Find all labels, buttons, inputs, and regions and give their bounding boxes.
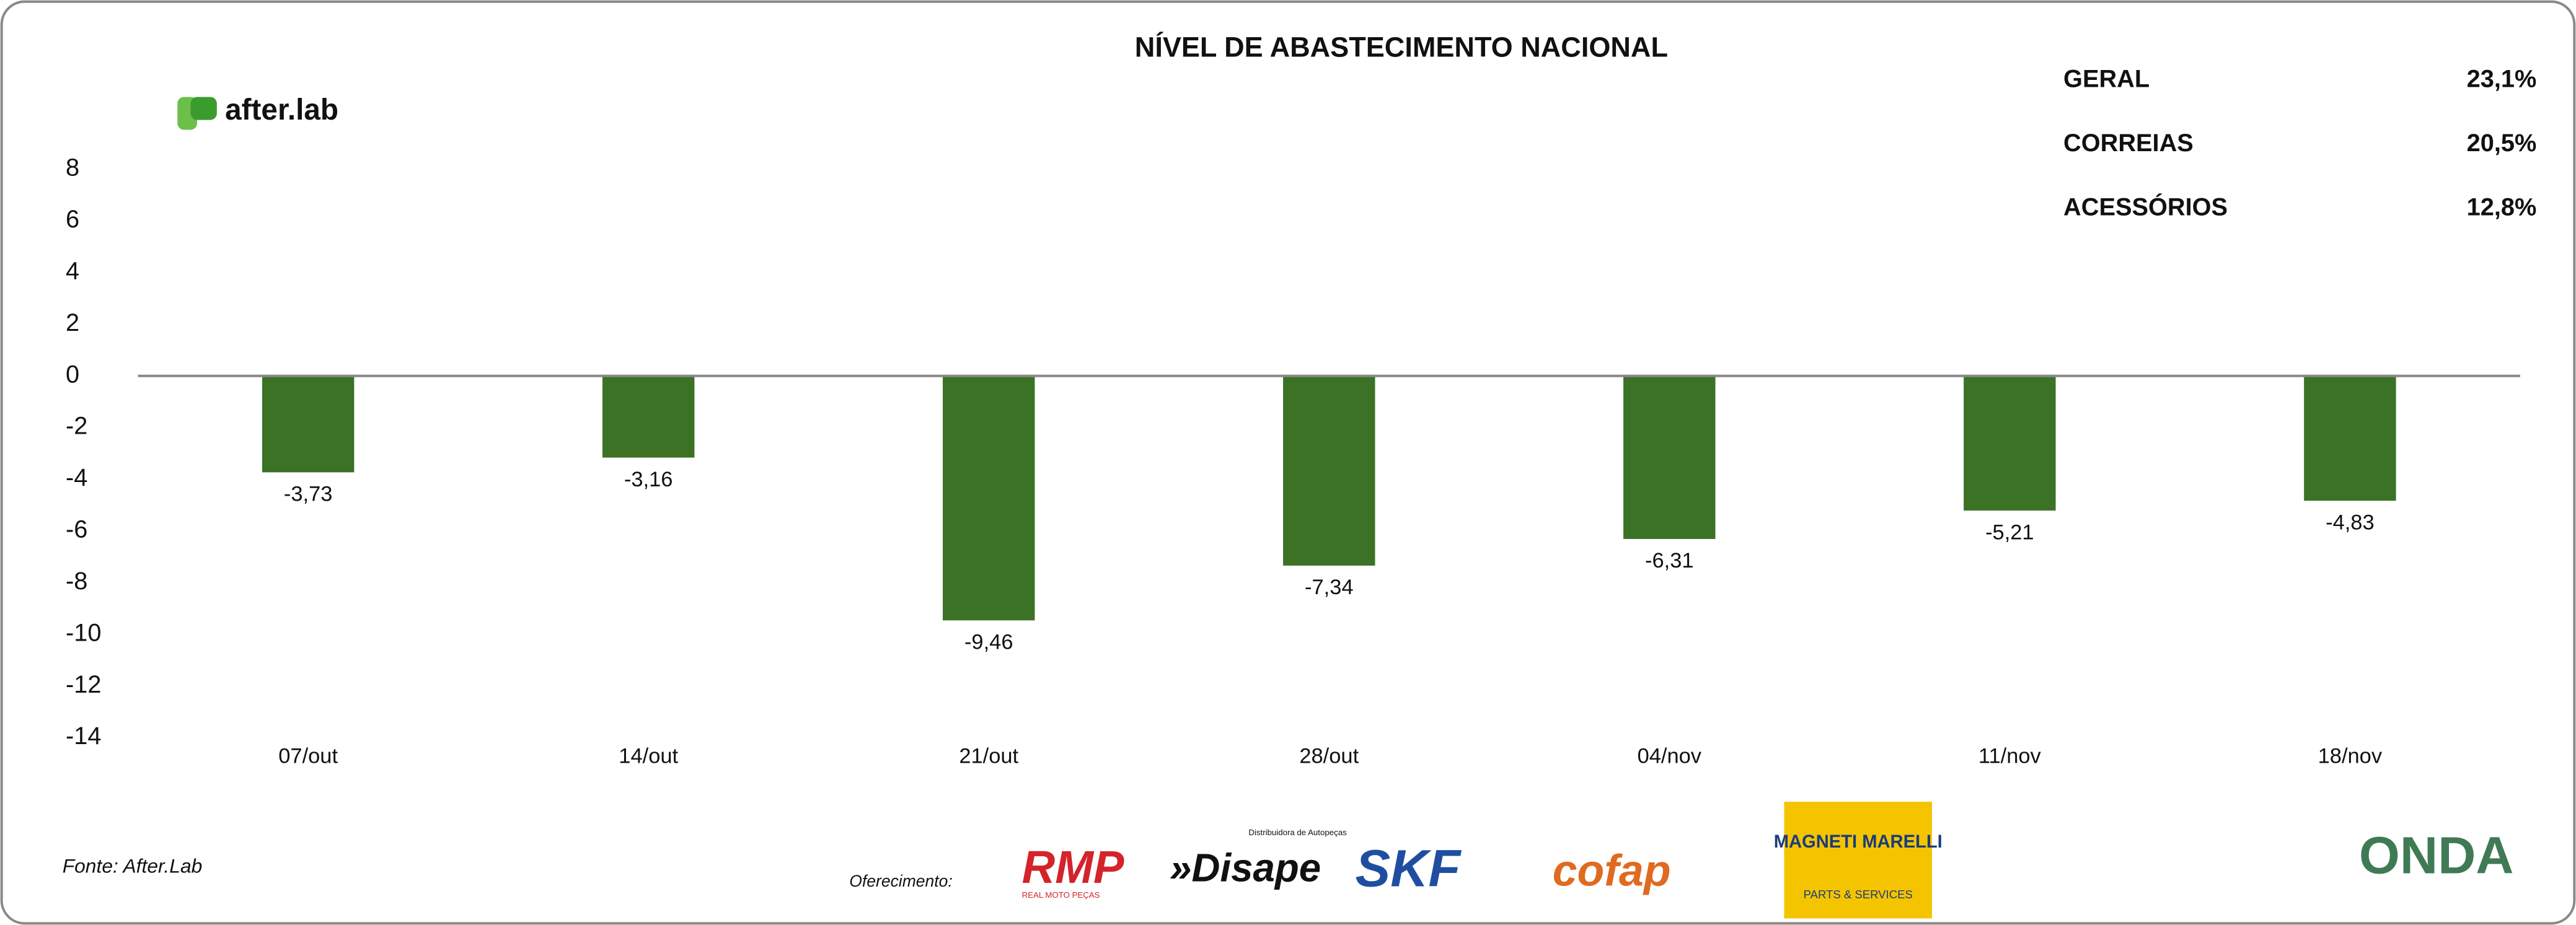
sponsor-sub: PARTS & SERVICES — [1804, 888, 1913, 901]
y-tick-label: -12 — [66, 671, 101, 698]
summary-label: CORREIAS — [2063, 129, 2194, 157]
sponsor-box — [1784, 802, 1932, 919]
value-label: -3,73 — [284, 483, 333, 506]
bar — [2304, 375, 2396, 501]
sponsor-logo: SKF — [1356, 839, 1462, 898]
brand-name: after.lab — [225, 94, 338, 126]
chart-title: NÍVEL DE ABASTECIMENTO NACIONAL — [1135, 31, 1668, 63]
sponsor-logo: »Disape — [1170, 846, 1321, 890]
y-tick-label: -8 — [66, 568, 87, 595]
bar — [1283, 375, 1375, 566]
summary-value: 12,8% — [2467, 193, 2537, 221]
value-label: -6,31 — [1645, 549, 1694, 572]
source: Fonte: After.Lab — [63, 855, 203, 877]
bar — [1623, 375, 1716, 539]
x-tick-label: 28/out — [1299, 745, 1359, 768]
y-tick-label: 6 — [66, 206, 79, 233]
value-label: -3,16 — [624, 468, 673, 491]
y-tick-label: -6 — [66, 516, 87, 543]
y-tick-label: 2 — [66, 309, 79, 336]
bar — [943, 375, 1035, 621]
y-tick-label: -10 — [66, 619, 101, 646]
summary-value: 20,5% — [2467, 129, 2537, 157]
sponsor-logo: MAGNETI MARELLI — [1774, 832, 1943, 852]
x-tick-label: 07/out — [278, 745, 338, 768]
y-tick-label: 8 — [66, 154, 79, 182]
x-tick-label: 18/nov — [2318, 745, 2383, 768]
value-label: -9,46 — [964, 631, 1013, 654]
value-label: -7,34 — [1305, 576, 1354, 599]
y-tick-label: 4 — [66, 257, 79, 284]
value-label: -4,83 — [2326, 511, 2375, 534]
value-label: -5,21 — [1985, 520, 2034, 544]
y-tick-label: 0 — [66, 361, 79, 388]
bar — [262, 375, 355, 473]
sponsor-sub: Distribuidora de Autopeças — [1248, 828, 1347, 837]
sponsor-sub: REAL MOTO PEÇAS — [1022, 890, 1100, 900]
brand-logo: after.lab — [177, 94, 338, 130]
summary-label: GERAL — [2063, 65, 2150, 92]
y-tick-label: -14 — [66, 722, 101, 750]
summary-label: ACESSÓRIOS — [2063, 192, 2228, 221]
x-tick-label: 14/out — [619, 745, 678, 768]
sponsor-logo: RMP — [1022, 841, 1124, 893]
x-tick-label: 21/out — [959, 745, 1018, 768]
y-tick-label: -2 — [66, 413, 87, 440]
bar — [1964, 375, 2056, 511]
bar — [602, 375, 695, 458]
sponsor-intro: Oferecimento: — [849, 872, 952, 890]
summary-value: 23,1% — [2467, 65, 2537, 92]
partner-logo: ONDA — [2359, 825, 2514, 884]
sponsor-logo: cofap — [1553, 846, 1671, 896]
y-tick-label: -4 — [66, 464, 87, 491]
logo-shape — [190, 97, 217, 120]
x-tick-label: 11/nov — [1978, 745, 2042, 768]
x-tick-label: 04/nov — [1638, 745, 1702, 768]
